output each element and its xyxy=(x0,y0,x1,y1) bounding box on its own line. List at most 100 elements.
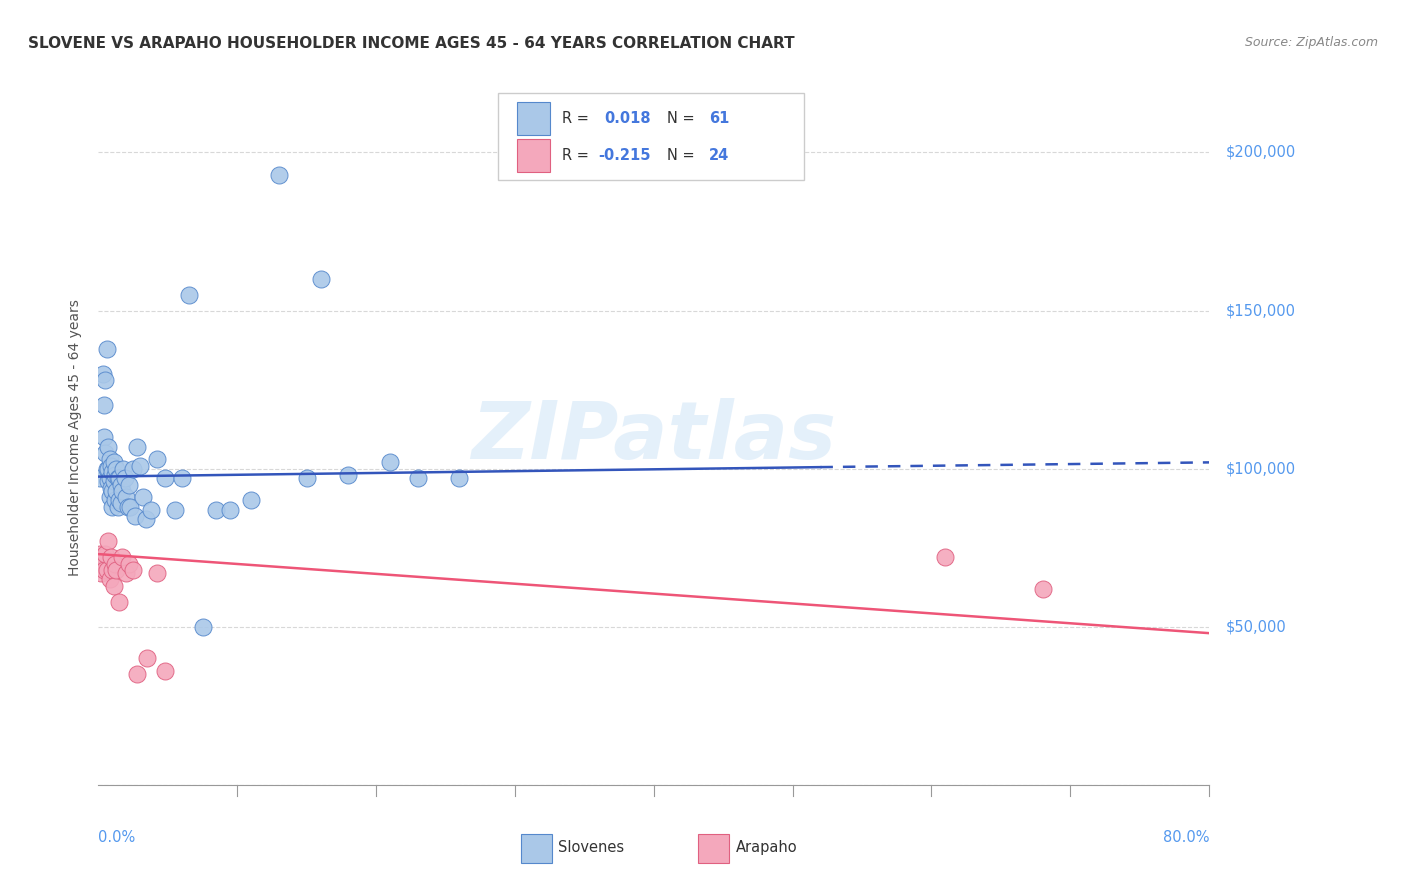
Point xyxy=(100,481,122,495)
Point xyxy=(110,477,132,491)
Point xyxy=(108,493,131,508)
Point xyxy=(107,471,129,485)
Point xyxy=(103,579,125,593)
FancyBboxPatch shape xyxy=(498,93,804,179)
Point xyxy=(118,477,141,491)
Point xyxy=(114,471,136,485)
Point xyxy=(153,471,176,485)
Text: 0.018: 0.018 xyxy=(603,111,651,126)
Point xyxy=(94,547,117,561)
Point xyxy=(177,287,200,301)
Point xyxy=(145,452,167,467)
Point xyxy=(934,550,956,565)
Point xyxy=(89,547,111,561)
Point xyxy=(1032,582,1054,596)
Point xyxy=(93,563,115,577)
Point xyxy=(105,461,128,475)
Point xyxy=(104,493,127,508)
Point xyxy=(111,483,134,498)
Text: 80.0%: 80.0% xyxy=(1163,830,1209,846)
Text: $100,000: $100,000 xyxy=(1226,461,1296,476)
Point xyxy=(103,475,125,489)
Point xyxy=(104,557,127,571)
Point xyxy=(89,471,111,485)
Point xyxy=(337,468,360,483)
Point xyxy=(94,373,117,387)
Point xyxy=(132,490,155,504)
Point xyxy=(105,563,128,577)
Point xyxy=(122,563,145,577)
Y-axis label: Householder Income Ages 45 - 64 years: Householder Income Ages 45 - 64 years xyxy=(69,299,83,575)
Point xyxy=(97,534,120,549)
Point xyxy=(101,500,124,514)
Point xyxy=(98,573,121,587)
Point xyxy=(191,620,214,634)
Point xyxy=(93,399,115,413)
Point xyxy=(105,483,128,498)
Point xyxy=(136,651,159,665)
Text: ZIPatlas: ZIPatlas xyxy=(471,398,837,476)
Point xyxy=(135,512,157,526)
Point xyxy=(96,342,118,356)
Point xyxy=(94,446,117,460)
Point xyxy=(115,490,138,504)
Point xyxy=(97,475,120,489)
Point xyxy=(101,483,124,498)
Point xyxy=(170,471,193,485)
Point xyxy=(108,471,131,485)
Point xyxy=(103,455,125,469)
Point xyxy=(127,440,149,454)
Point xyxy=(97,461,120,475)
Point xyxy=(100,550,122,565)
Text: Arapaho: Arapaho xyxy=(735,840,797,855)
Point xyxy=(378,455,401,469)
Point xyxy=(90,566,112,580)
FancyBboxPatch shape xyxy=(517,138,551,172)
Point xyxy=(101,563,124,577)
Point xyxy=(93,430,115,444)
Point xyxy=(91,367,114,381)
Text: $200,000: $200,000 xyxy=(1226,145,1296,160)
Point xyxy=(91,550,114,565)
Point xyxy=(111,550,134,565)
Text: N =: N = xyxy=(666,111,699,126)
Point xyxy=(96,563,118,577)
Point xyxy=(112,461,135,475)
FancyBboxPatch shape xyxy=(699,834,730,863)
Point xyxy=(120,500,142,514)
Point xyxy=(406,471,429,485)
Point xyxy=(153,664,176,678)
Point xyxy=(449,471,471,485)
Point xyxy=(267,168,290,182)
Point xyxy=(124,509,146,524)
Text: -0.215: -0.215 xyxy=(599,148,651,163)
Text: N =: N = xyxy=(666,148,699,163)
Text: R =: R = xyxy=(561,111,593,126)
Point xyxy=(97,440,120,454)
Point xyxy=(129,458,152,473)
Text: $50,000: $50,000 xyxy=(1226,619,1286,634)
Point xyxy=(145,566,167,580)
Point xyxy=(122,461,145,475)
Text: 0.0%: 0.0% xyxy=(98,830,135,846)
Text: 61: 61 xyxy=(710,111,730,126)
Text: R =: R = xyxy=(561,148,593,163)
Point xyxy=(104,468,127,483)
Point xyxy=(98,471,121,485)
Point xyxy=(240,493,263,508)
Point xyxy=(101,465,124,479)
Point xyxy=(118,557,141,571)
Point xyxy=(295,471,318,485)
Point xyxy=(141,503,163,517)
Text: $150,000: $150,000 xyxy=(1226,303,1296,318)
Point xyxy=(100,458,122,473)
Point xyxy=(127,667,149,681)
Point xyxy=(110,496,132,510)
Text: 24: 24 xyxy=(710,148,730,163)
Point xyxy=(96,461,118,475)
Point xyxy=(108,594,131,608)
Point xyxy=(309,272,332,286)
Point xyxy=(219,503,242,517)
Text: Slovenes: Slovenes xyxy=(558,840,624,855)
Text: Source: ZipAtlas.com: Source: ZipAtlas.com xyxy=(1244,36,1378,49)
